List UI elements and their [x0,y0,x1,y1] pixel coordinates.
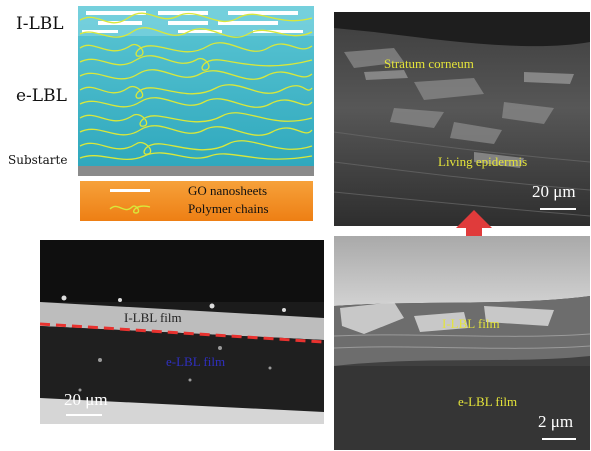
legend-go-label: GO nanosheets [188,183,268,198]
legend-box: GO nanosheets Polymer chains [80,181,313,221]
legend-polymer-label: Polymer chains [188,201,269,216]
go-nanosheets [82,11,303,33]
label-e-lbl: e-LBL [16,86,67,106]
schematic-panel: I-LBL e-LBL Substarte [0,0,330,230]
sem-skin-panel: Stratum corneum Living epidermis 20 μm [334,12,590,226]
scale-bar-bottom-left [66,414,102,416]
sem-skin-image [334,12,590,226]
legend-icons [109,189,151,214]
sem-film-panel: I-LBL film e-LBL film 20 μm [40,240,324,424]
sem-film-skin-image [334,236,590,450]
polymer-chains [79,12,313,161]
label-i-lbl: I-LBL [16,14,64,34]
scale-label-bottom-left: 20 μm [64,390,108,409]
ilbl-film-label-left: I-LBL film [124,310,182,325]
scale-label-bottom-right: 2 μm [538,412,574,431]
sem-film-image [40,240,324,424]
ilbl-film-label-right: I-LBL film [442,316,500,331]
stratum-corneum-label: Stratum corneum [384,56,474,71]
polymer-chain-icon [109,205,151,214]
elbl-film-label-left: e-LBL film [166,354,226,369]
elbl-film-label-right: e-LBL film [458,394,518,409]
label-substrate: Substarte [8,153,68,167]
substrate-layer [78,166,314,176]
film-schematic [78,6,314,176]
nanosheet-icon [110,189,150,192]
sem-film-skin-panel: I-LBL film e-LBL film 2 μm [334,236,590,450]
scale-bar-top-right [540,208,576,210]
scale-label-top-right: 20 μm [532,182,576,201]
living-epidermis-label: Living epidermis [438,154,528,169]
scale-bar-bottom-right [542,438,576,440]
